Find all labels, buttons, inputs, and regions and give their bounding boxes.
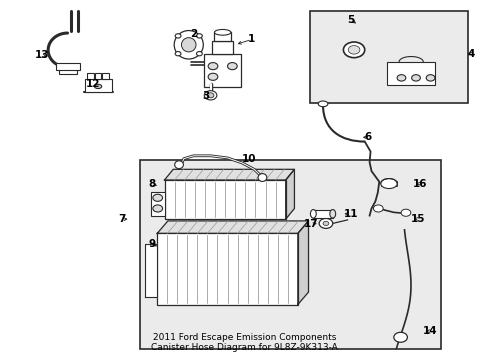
Polygon shape: [164, 169, 294, 180]
Circle shape: [153, 194, 162, 201]
Text: 3: 3: [202, 91, 209, 102]
Bar: [380, 181, 396, 186]
Text: 13: 13: [35, 50, 49, 60]
Text: 1: 1: [247, 35, 255, 44]
Bar: [309, 11, 467, 103]
Ellipse shape: [380, 179, 396, 189]
Bar: [87, 72, 94, 79]
Circle shape: [319, 219, 332, 228]
Text: 5: 5: [347, 15, 354, 25]
Bar: [102, 72, 109, 79]
Text: 17: 17: [304, 220, 318, 229]
Bar: [151, 193, 164, 216]
Polygon shape: [145, 244, 157, 297]
Circle shape: [396, 75, 405, 81]
Bar: [95, 72, 102, 79]
Circle shape: [207, 93, 214, 98]
Bar: [59, 68, 77, 74]
Circle shape: [208, 73, 217, 80]
Polygon shape: [297, 221, 308, 305]
Circle shape: [400, 209, 410, 216]
Circle shape: [175, 34, 181, 38]
Text: 7: 7: [119, 214, 126, 224]
Bar: [204, 54, 241, 87]
Text: 12: 12: [86, 79, 100, 89]
Circle shape: [227, 63, 237, 70]
Bar: [140, 161, 440, 349]
Circle shape: [204, 91, 216, 100]
Ellipse shape: [310, 210, 316, 218]
Ellipse shape: [318, 101, 327, 107]
Text: 9: 9: [148, 239, 156, 249]
Bar: [84, 79, 111, 93]
Circle shape: [323, 221, 328, 226]
Ellipse shape: [174, 161, 183, 168]
Ellipse shape: [181, 38, 196, 52]
Circle shape: [411, 75, 420, 81]
Bar: [214, 32, 231, 41]
Text: 15: 15: [410, 214, 425, 224]
Text: 10: 10: [242, 154, 256, 164]
Circle shape: [196, 51, 202, 56]
Circle shape: [153, 205, 162, 212]
Bar: [313, 210, 332, 218]
Bar: [56, 63, 80, 70]
Text: 8: 8: [148, 179, 156, 189]
Circle shape: [426, 75, 434, 81]
Text: 14: 14: [422, 326, 436, 336]
Text: 4: 4: [467, 49, 474, 59]
Bar: [386, 62, 434, 85]
Ellipse shape: [214, 30, 230, 35]
Bar: [157, 233, 297, 305]
Circle shape: [208, 63, 217, 70]
Ellipse shape: [94, 84, 102, 89]
Circle shape: [343, 42, 364, 58]
Polygon shape: [285, 169, 294, 219]
Circle shape: [196, 34, 202, 38]
Circle shape: [347, 46, 359, 54]
Circle shape: [393, 332, 407, 342]
Ellipse shape: [174, 31, 203, 59]
Circle shape: [373, 205, 383, 212]
Text: 6: 6: [364, 132, 371, 142]
Text: 2011 Ford Escape Emission Components
Canister Hose Diagram for 9L8Z-9K313-A: 2011 Ford Escape Emission Components Can…: [151, 333, 337, 352]
Ellipse shape: [258, 174, 266, 181]
Polygon shape: [157, 221, 308, 233]
Bar: [212, 41, 233, 54]
Ellipse shape: [329, 210, 335, 218]
Text: 16: 16: [412, 179, 427, 189]
Bar: [164, 180, 285, 219]
Circle shape: [175, 51, 181, 56]
Text: 11: 11: [343, 209, 358, 219]
Text: 2: 2: [189, 29, 197, 39]
